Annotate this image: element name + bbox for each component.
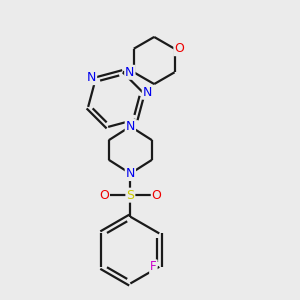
Text: N: N <box>143 86 152 99</box>
Text: N: N <box>125 66 134 79</box>
Text: F: F <box>150 260 157 273</box>
Text: O: O <box>152 189 162 202</box>
Text: N: N <box>126 120 135 133</box>
Text: O: O <box>174 42 184 55</box>
Text: N: N <box>126 167 135 180</box>
Text: N: N <box>87 71 96 84</box>
Text: S: S <box>126 189 134 202</box>
Text: O: O <box>99 189 109 202</box>
